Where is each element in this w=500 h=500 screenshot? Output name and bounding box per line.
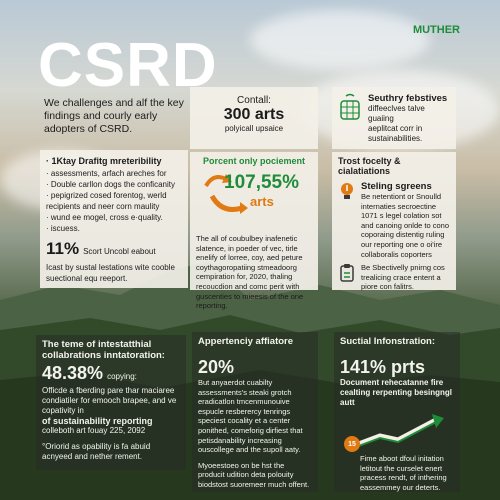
cloud-decoration — [250, 10, 430, 70]
apparency-stat: 20% — [198, 357, 235, 377]
trend-arrow-icon — [347, 414, 444, 451]
collaboration-stat-label: copying: — [107, 372, 137, 381]
findings-stat-label: Scort Uncobl eabout — [83, 247, 156, 256]
contall-card: Contall: 300 arts polyicall upsaice — [190, 87, 318, 149]
percent-section: Porcent only pociement 107,55% arts The … — [190, 152, 318, 310]
social-footer: Fime aboot dfoul initation letitout the … — [360, 454, 447, 492]
collaboration-bold: of sustainability reporting — [42, 416, 153, 426]
trust-heading: Trost focelty & cialatiations — [338, 156, 401, 176]
trust-item-title: Steling sgreens — [361, 181, 432, 192]
globe-basket-icon — [340, 93, 360, 120]
growth-arrow-icon — [204, 174, 248, 214]
trust-item2-body: Be Sbectivelly pnirng cos trealicing cra… — [361, 263, 445, 292]
apparency-body: But anyaerdot cuabilty assessments's ste… — [198, 378, 303, 455]
findings-stat: 11% — [46, 239, 80, 258]
findings-line: · assessments, arfach areches for — [46, 169, 167, 178]
social-body: Document rehecatanne fire cealting rerpe… — [340, 378, 453, 407]
social-badge: 15 — [344, 436, 360, 452]
percent-body: The all of coubulbey inafenetic slatence… — [196, 234, 304, 311]
clipboard-icon — [340, 264, 354, 282]
trust-item-body: Be netentiont or Snoulld internaties sec… — [361, 192, 449, 259]
percent-suffix: arts — [250, 194, 274, 209]
brand-logo: MUTHER — [412, 24, 460, 36]
apparency-footer: Myoeestoeo on be hst the producit uditio… — [198, 460, 310, 489]
social-title: Suctial Infonstration: — [340, 336, 435, 347]
findings-title: · 1Ktay Drafitg mreteribility — [46, 156, 162, 166]
feature-line: diffeeclves talve guaiing — [368, 104, 425, 123]
feature-title: Seuthry febstives — [368, 93, 448, 104]
percent-value: 107,55% — [224, 172, 300, 193]
collaboration-panel: The teme of intestatthial collabrations … — [36, 335, 186, 470]
intro-text: We challenges and alf the key findings a… — [44, 97, 184, 135]
apparency-title: Appertenciy affiatore — [198, 336, 294, 347]
feature-card: Seuthry febstives diffeeclves talve guai… — [332, 87, 456, 149]
page-title: CSRD — [38, 31, 218, 100]
collaboration-line: Officde a fberding pare thar maciaree co… — [42, 386, 177, 415]
collaboration-date: colleboth art fouay 225, 2092 — [42, 426, 146, 435]
findings-panel: · 1Ktay Drafitg mreteribility · assessme… — [40, 150, 188, 288]
findings-line: · wund ee mogel, cross e·quality. — [46, 213, 163, 222]
findings-line: · pepigrized cosed forentog, werld recip… — [46, 191, 167, 211]
findings-footer: Icast by sustal lestations wite cooble s… — [46, 263, 175, 283]
trust-section: Trost focelty & cialatiations Steling sg… — [332, 152, 456, 292]
contall-sub: polyicall upsaice — [224, 124, 284, 133]
apparency-panel: Appertenciy affiatore 20% But anyaerdot … — [192, 332, 318, 492]
bulb-icon — [341, 183, 353, 199]
collaboration-footer: °Oriorid as opability is fa abuid acnyee… — [42, 442, 151, 461]
findings-line: · Double carllon dogs the conficanity — [46, 180, 175, 189]
social-stat: 141% prts — [340, 357, 426, 377]
collaboration-stat: 48.38% — [42, 363, 104, 383]
findings-line: · iscuess. — [46, 224, 80, 233]
contall-label: Contall: — [237, 95, 271, 106]
feature-line: sustainabilities. — [368, 134, 423, 143]
social-panel: Suctial Infonstration: 141% prts Documen… — [334, 332, 460, 492]
collaboration-title: The teme of intestatthial collabrations … — [42, 339, 165, 361]
feature-line: aeplitcat corr in — [368, 124, 423, 133]
percent-heading: Porcent only pociement — [202, 156, 306, 166]
contall-value: 300 arts — [223, 106, 285, 123]
